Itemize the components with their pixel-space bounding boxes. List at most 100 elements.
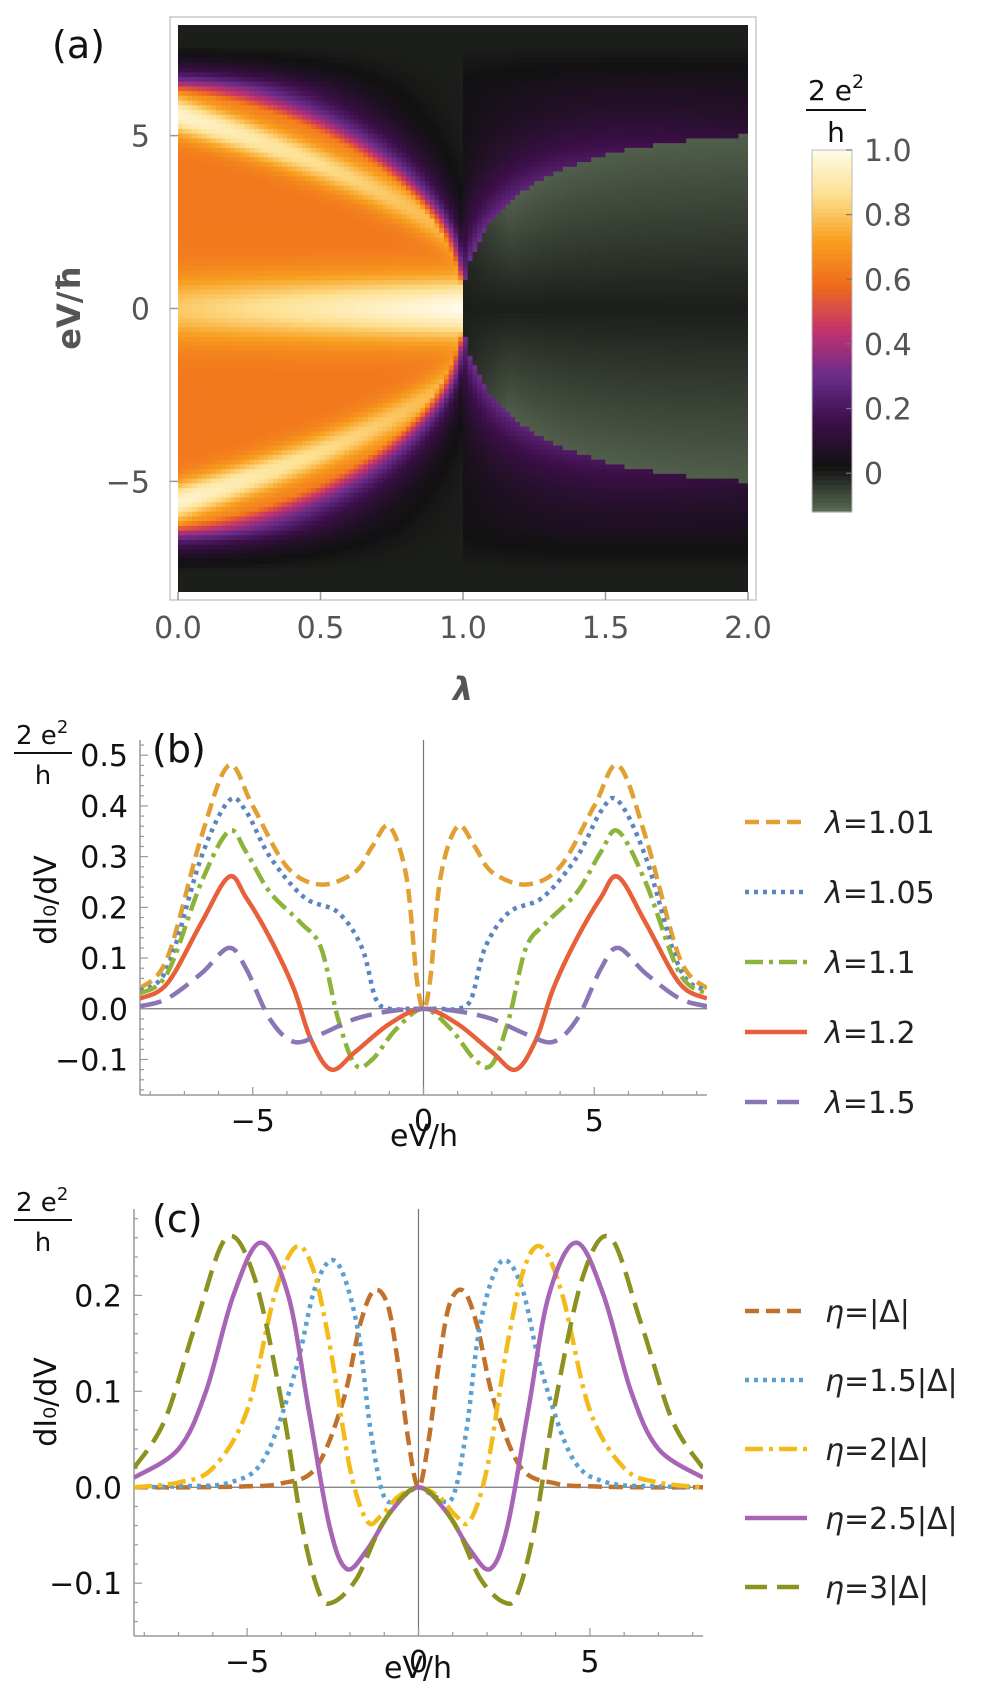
heatmap-cell xyxy=(320,176,326,182)
heatmap-cell xyxy=(349,237,355,243)
heatmap-cell xyxy=(282,124,288,130)
heatmap-cell xyxy=(287,138,293,144)
heatmap-cell xyxy=(311,81,317,88)
heatmap-cell xyxy=(330,270,336,277)
heatmap-cell xyxy=(287,265,293,272)
heatmap-cell xyxy=(230,398,236,404)
heatmap-cell xyxy=(220,100,227,106)
heatmap-cell xyxy=(263,445,269,451)
heatmap-cell xyxy=(254,336,260,343)
heatmap-cell xyxy=(197,540,203,546)
heatmap-cell xyxy=(349,29,355,36)
heatmap-cell xyxy=(353,242,360,248)
heatmap-cell xyxy=(254,209,260,215)
heatmap-cell xyxy=(197,436,203,442)
heatmap-cell xyxy=(287,247,293,253)
heatmap-cell xyxy=(244,48,250,54)
heatmap-cell xyxy=(220,488,227,494)
heatmap-cell xyxy=(182,176,189,182)
heatmap-cell xyxy=(239,62,246,69)
heatmap-cell xyxy=(201,166,208,173)
heatmap-cell xyxy=(372,76,379,83)
heatmap-cell xyxy=(368,284,374,291)
heatmap-cell xyxy=(273,327,279,333)
heatmap-cell xyxy=(358,119,364,125)
heatmap-cell xyxy=(358,176,364,182)
heatmap-cell xyxy=(353,72,360,78)
heatmap-cell xyxy=(201,110,208,116)
heatmap-cell xyxy=(287,162,293,168)
heatmap-cell xyxy=(363,67,369,73)
heatmap-cell xyxy=(187,143,193,149)
heatmap-cell xyxy=(206,48,212,54)
heatmap-cell xyxy=(211,265,217,272)
heatmap-cell xyxy=(330,568,336,574)
heatmap-cell xyxy=(315,58,322,64)
heatmap-cell xyxy=(372,332,379,338)
heatmap-cell xyxy=(301,426,307,432)
heatmap-cell xyxy=(244,256,250,262)
heatmap-cell xyxy=(187,587,193,592)
heatmap-cell xyxy=(192,360,198,366)
heatmap-cell xyxy=(249,346,255,352)
heatmap-cell xyxy=(230,34,236,40)
heatmap-cell xyxy=(187,360,193,366)
heatmap-cell xyxy=(254,384,260,390)
heatmap-cell xyxy=(235,166,241,173)
heatmap-cell xyxy=(358,204,364,210)
heatmap-cell xyxy=(206,336,212,343)
heatmap-cell xyxy=(192,190,198,196)
heatmap-cell xyxy=(320,497,326,503)
heatmap-cell xyxy=(277,341,284,347)
heatmap-cell xyxy=(344,393,350,399)
heatmap-cell xyxy=(330,185,336,191)
heatmap-cell xyxy=(330,393,336,399)
heatmap-cell xyxy=(368,157,374,163)
heatmap-cell xyxy=(353,152,360,158)
heatmap-cell xyxy=(334,459,341,466)
heatmap-cell xyxy=(292,488,298,494)
heatmap-cell xyxy=(197,407,203,414)
heatmap-cell xyxy=(292,53,298,59)
heatmap-cell xyxy=(296,251,303,258)
heatmap-cell xyxy=(192,143,198,149)
heatmap-cell xyxy=(353,119,360,125)
heatmap-cell xyxy=(197,147,203,154)
heatmap-cell xyxy=(258,105,265,111)
heatmap-cell xyxy=(315,251,322,258)
heatmap-cell xyxy=(239,214,246,220)
heatmap-cell xyxy=(287,147,293,154)
heatmap-cell xyxy=(178,67,184,73)
heatmap-cell xyxy=(230,308,236,314)
heatmap-cell xyxy=(273,299,279,305)
heatmap-cell xyxy=(292,128,298,135)
heatmap-cell xyxy=(192,492,198,499)
heatmap-cell xyxy=(216,67,222,73)
heatmap-cell xyxy=(368,204,374,210)
heatmap-cell xyxy=(230,190,236,196)
heatmap-cell xyxy=(249,232,255,239)
heatmap-cell xyxy=(230,379,236,385)
heatmap-cell xyxy=(334,110,341,116)
heatmap-cell xyxy=(296,502,303,508)
heatmap-cell xyxy=(339,426,345,432)
heatmap-cell xyxy=(339,365,345,371)
heatmap-cell xyxy=(211,440,217,447)
heatmap-cell xyxy=(216,421,222,428)
heatmap-cell xyxy=(306,81,312,88)
heatmap-cell xyxy=(254,81,260,88)
heatmap-cell xyxy=(301,403,307,409)
heatmap-cell xyxy=(206,563,212,569)
heatmap-cell xyxy=(187,351,193,357)
heatmap-cell xyxy=(254,506,260,513)
heatmap-cell xyxy=(220,162,227,168)
heatmap-cell xyxy=(334,492,341,499)
heatmap-cell xyxy=(349,436,355,442)
heatmap-cell xyxy=(182,351,189,357)
heatmap-cell xyxy=(230,587,236,592)
heatmap-cell xyxy=(315,388,322,395)
heatmap-cell xyxy=(254,261,260,267)
heatmap-cell xyxy=(268,374,274,380)
heatmap-cell xyxy=(220,450,227,456)
heatmap-cell xyxy=(206,464,212,470)
